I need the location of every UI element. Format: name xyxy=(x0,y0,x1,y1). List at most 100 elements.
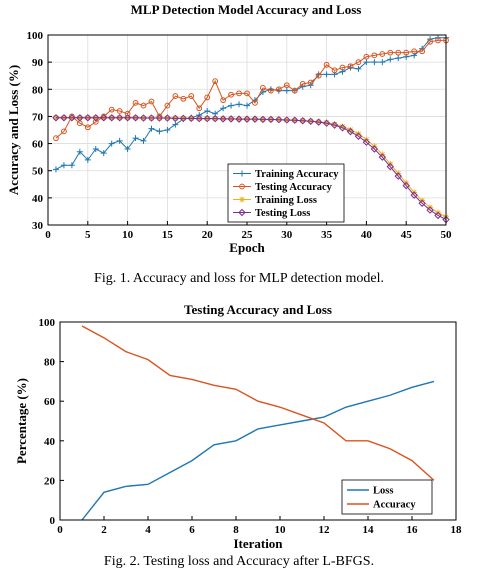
y-tick-label: 70 xyxy=(32,111,44,123)
data-point xyxy=(92,146,99,152)
data-point xyxy=(411,48,418,55)
data-point xyxy=(84,124,91,131)
data-point xyxy=(275,86,282,93)
chart2-xlabel: Iteration xyxy=(233,536,283,551)
data-point xyxy=(155,114,164,122)
data-point xyxy=(92,114,100,122)
data-point xyxy=(267,87,274,94)
y-tick-label: 60 xyxy=(32,139,44,151)
data-point xyxy=(323,71,330,78)
legend-label: Loss xyxy=(373,486,393,497)
data-point xyxy=(123,114,132,122)
data-point xyxy=(355,59,362,66)
data-point xyxy=(116,108,123,114)
data-point xyxy=(346,127,355,136)
data-point xyxy=(419,48,426,55)
data-point xyxy=(363,53,370,60)
legend-label: Training Loss xyxy=(255,195,317,206)
x-tick-label: 16 xyxy=(407,524,419,536)
y-tick-label: 0 xyxy=(50,515,56,527)
data-point xyxy=(108,106,115,113)
data-point xyxy=(84,114,92,122)
x-tick-label: 10 xyxy=(122,229,134,241)
data-point xyxy=(252,99,258,106)
data-point xyxy=(156,128,163,135)
data-point xyxy=(236,90,242,97)
data-point xyxy=(267,115,275,124)
chart1-series-group xyxy=(52,34,450,224)
data-point xyxy=(172,121,179,128)
data-point xyxy=(379,51,386,57)
data-point xyxy=(291,116,299,124)
legend-marker xyxy=(239,196,245,203)
data-point xyxy=(306,117,315,126)
data-point xyxy=(370,145,379,153)
data-point xyxy=(259,115,267,124)
data-point xyxy=(323,119,330,126)
data-point xyxy=(386,162,394,171)
y-tick-label: 100 xyxy=(27,30,44,42)
data-point xyxy=(132,135,139,142)
data-point xyxy=(395,55,402,62)
data-point xyxy=(427,38,433,45)
data-point xyxy=(76,114,84,122)
chart1-legend: Training Accuracy Testing Accuracy Trainin… xyxy=(227,163,345,223)
legend-marker xyxy=(238,208,246,217)
data-point xyxy=(140,137,147,144)
data-point xyxy=(52,166,59,173)
data-point xyxy=(371,59,378,66)
data-point xyxy=(251,115,259,123)
data-point xyxy=(363,59,370,66)
data-point xyxy=(394,172,402,180)
chart1-title: MLP Detection Model Accuracy and Loss xyxy=(131,2,362,17)
series-line-accuracy xyxy=(81,325,435,481)
data-point xyxy=(187,114,195,123)
data-point xyxy=(196,105,203,112)
data-point xyxy=(60,162,67,169)
data-point xyxy=(227,115,235,123)
legend-label: Testing Accuracy xyxy=(255,182,333,193)
data-point xyxy=(204,94,211,101)
data-point xyxy=(236,101,243,108)
testing-accuracy-loss-chart: Testing Accuracy and Loss 0 2 4 6 8 10 12 14 16 1… xyxy=(14,302,463,551)
data-point xyxy=(387,56,394,63)
data-point xyxy=(378,153,387,161)
data-point xyxy=(402,181,410,190)
data-point xyxy=(355,65,362,72)
data-point xyxy=(124,146,131,152)
data-point xyxy=(347,63,354,70)
data-point xyxy=(147,114,156,122)
data-point xyxy=(338,124,347,132)
data-point xyxy=(418,199,426,207)
chart2-plot-frame xyxy=(59,321,457,521)
x-tick-label: 18 xyxy=(451,524,463,536)
chart2-title: Testing Accuracy and Loss xyxy=(184,302,332,317)
data-point xyxy=(314,118,323,126)
data-point xyxy=(260,85,266,91)
legend-box xyxy=(341,479,433,515)
data-point xyxy=(403,49,410,56)
data-point xyxy=(100,114,108,122)
data-point xyxy=(84,156,91,163)
x-tick-label: 25 xyxy=(242,229,254,241)
data-point xyxy=(283,82,290,89)
data-point xyxy=(331,121,338,128)
x-tick-label: 45 xyxy=(401,229,413,241)
chart2-legend: Loss Accuracy xyxy=(341,479,433,515)
data-point xyxy=(435,37,441,44)
data-point xyxy=(426,206,434,214)
y-tick-label: 100 xyxy=(39,317,56,329)
data-point xyxy=(164,127,171,133)
y-tick-label: 50 xyxy=(32,166,44,178)
figure2-caption: Fig. 2. Testing loss and Accuracy after … xyxy=(103,554,375,569)
data-point xyxy=(315,72,322,79)
figure1-caption: Fig. 1. Accuracy and loss for MLP detect… xyxy=(94,271,384,286)
data-point xyxy=(354,132,363,140)
x-tick-label: 5 xyxy=(85,229,91,241)
x-tick-label: 10 xyxy=(275,524,287,536)
chart2-series-group xyxy=(81,325,435,521)
data-point xyxy=(108,140,115,147)
data-point xyxy=(179,114,188,123)
data-point xyxy=(195,114,203,123)
data-point xyxy=(188,93,195,99)
